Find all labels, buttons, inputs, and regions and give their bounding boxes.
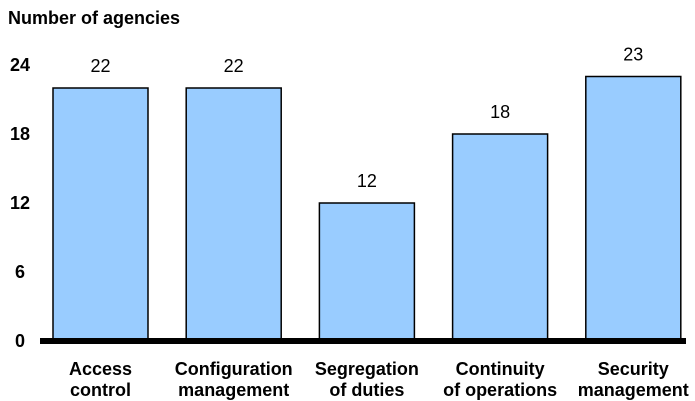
bar [451, 133, 549, 342]
bar-value-label: 22 [224, 56, 244, 76]
category-label: of operations [443, 380, 557, 400]
bar [52, 87, 149, 342]
y-tick-label: 0 [15, 331, 25, 351]
value-labels-group: 22 22 12 18 23 [90, 45, 643, 192]
category-labels-group: AccesscontrolConfigurationmanagementSegr… [69, 359, 689, 400]
category-label: Continuity [456, 359, 545, 379]
bar [318, 202, 416, 342]
bar [585, 75, 682, 342]
category-label: management [578, 380, 689, 400]
y-axis-title: Number of agencies [8, 8, 180, 28]
y-axis-ticks: 0 6 12 18 24 [10, 55, 30, 351]
category-label: Access [69, 359, 132, 379]
y-tick-label: 6 [15, 262, 25, 282]
y-tick-label: 12 [10, 193, 30, 213]
category-label: Configuration [175, 359, 293, 379]
y-tick-label: 18 [10, 124, 30, 144]
category-label: management [178, 380, 289, 400]
category-label: Security [598, 359, 669, 379]
bars-group [52, 75, 682, 342]
category-label: Segregation [315, 359, 419, 379]
bar-value-label: 18 [490, 102, 510, 122]
bar [185, 87, 282, 342]
bar-value-label: 23 [623, 45, 643, 65]
category-label: control [70, 380, 131, 400]
category-label: of duties [329, 380, 404, 400]
bar-value-label: 12 [357, 171, 377, 191]
y-tick-label: 24 [10, 55, 30, 75]
bar-value-label: 22 [90, 56, 110, 76]
